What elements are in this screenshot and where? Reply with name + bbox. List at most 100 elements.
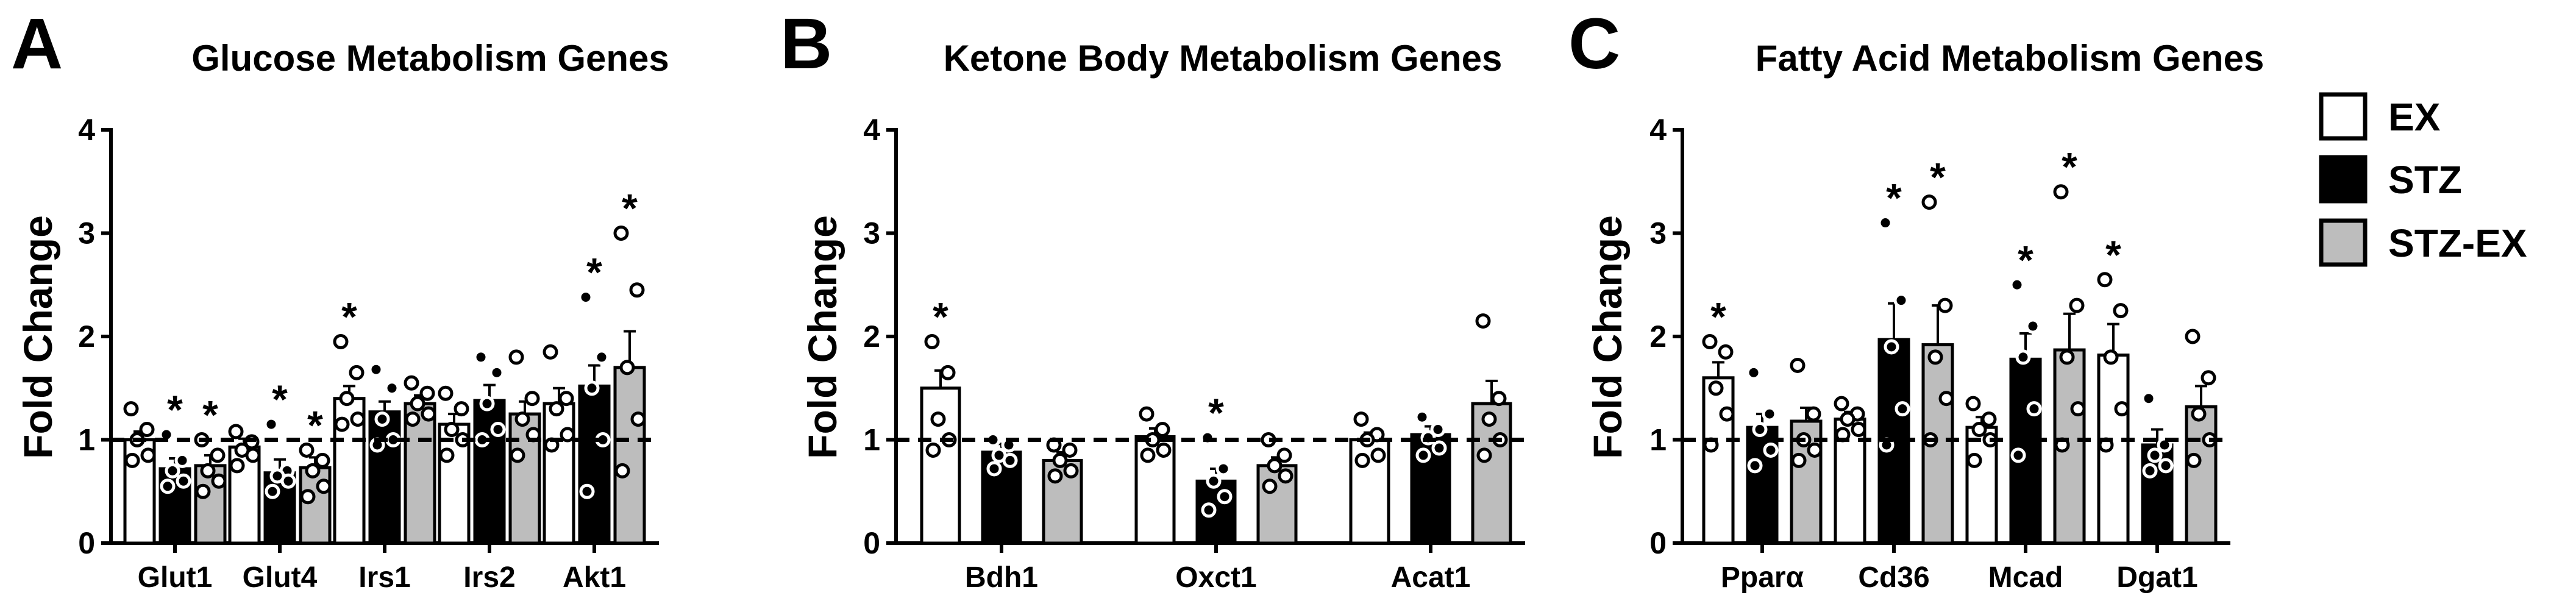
data-point bbox=[1762, 406, 1777, 422]
data-point bbox=[316, 479, 332, 494]
data-point bbox=[2103, 349, 2119, 365]
data-point bbox=[1893, 293, 1909, 308]
data-point bbox=[1746, 365, 1762, 380]
data-point bbox=[374, 411, 390, 427]
bar bbox=[368, 410, 401, 545]
data-point bbox=[200, 463, 216, 479]
data-point bbox=[1278, 468, 1293, 484]
data-point bbox=[1047, 468, 1063, 484]
panel-b: B Ketone Body Metabolism Genes Fold Chan… bbox=[780, 4, 1525, 594]
data-point bbox=[1708, 380, 1724, 396]
data-point bbox=[421, 406, 436, 422]
data-point bbox=[1937, 297, 1953, 313]
x-tick-label: Bdh1 bbox=[965, 561, 1038, 594]
significance-star: * bbox=[586, 250, 602, 295]
data-point bbox=[1002, 452, 1018, 468]
data-point bbox=[2147, 447, 2163, 463]
data-point bbox=[1206, 473, 1222, 489]
data-point bbox=[2141, 391, 2157, 407]
data-point bbox=[1702, 333, 1718, 349]
data-point bbox=[439, 447, 455, 463]
data-point bbox=[195, 483, 211, 499]
data-point bbox=[1063, 463, 1079, 479]
data-point bbox=[405, 411, 421, 427]
data-point bbox=[986, 461, 1002, 477]
data-point bbox=[629, 282, 645, 298]
y-tick-label: 0 bbox=[863, 526, 880, 560]
legend-swatch-stz bbox=[2319, 155, 2368, 204]
data-point bbox=[1491, 391, 1507, 407]
data-point bbox=[1481, 411, 1497, 427]
data-point bbox=[1155, 422, 1170, 438]
bar bbox=[543, 402, 575, 545]
data-point bbox=[613, 226, 629, 241]
x-tick-label: Oxct1 bbox=[1175, 561, 1256, 594]
data-point bbox=[265, 483, 280, 499]
x-tick-label: Irs1 bbox=[358, 561, 410, 594]
bar bbox=[613, 366, 646, 545]
data-point bbox=[584, 380, 600, 396]
y-tick-label: 1 bbox=[1649, 423, 1667, 457]
bar bbox=[1471, 402, 1512, 545]
data-point bbox=[1431, 440, 1447, 456]
data-point bbox=[419, 385, 435, 401]
data-point bbox=[176, 473, 191, 489]
data-point bbox=[2186, 452, 2202, 468]
y-tick-label: 3 bbox=[863, 216, 880, 251]
panel-a: A Glucose Metabolism Genes Fold Change 0… bbox=[11, 4, 669, 594]
data-point bbox=[211, 473, 227, 489]
data-point bbox=[444, 422, 460, 438]
data-point bbox=[1791, 452, 1807, 468]
x-tick-label: Mcad bbox=[1988, 561, 2063, 594]
data-point bbox=[1971, 422, 1987, 438]
y-tick-label: 2 bbox=[78, 319, 95, 354]
data-point bbox=[510, 447, 525, 463]
significance-star: * bbox=[2105, 232, 2121, 277]
data-point bbox=[1353, 411, 1369, 427]
data-point bbox=[2097, 272, 2113, 288]
data-point bbox=[1215, 461, 1231, 477]
data-point bbox=[1267, 458, 1283, 474]
bar bbox=[578, 384, 611, 545]
data-point bbox=[368, 361, 384, 377]
data-point bbox=[2069, 297, 2085, 313]
data-point bbox=[489, 365, 505, 380]
data-point bbox=[438, 385, 454, 401]
x-tick-label: Akt1 bbox=[563, 561, 626, 594]
data-point bbox=[1719, 406, 1735, 422]
data-point bbox=[1884, 339, 1899, 355]
y-axis-label-a: Fold Change bbox=[15, 215, 60, 459]
bar bbox=[2185, 405, 2218, 545]
legend-label-ex: EX bbox=[2388, 95, 2441, 139]
data-point bbox=[454, 401, 469, 417]
significance-star: * bbox=[272, 377, 288, 422]
x-tick-label: Glut4 bbox=[243, 561, 318, 594]
data-point bbox=[940, 365, 956, 380]
data-point bbox=[1062, 442, 1078, 458]
data-point bbox=[930, 411, 946, 427]
data-point bbox=[349, 365, 365, 380]
data-point bbox=[245, 447, 261, 463]
bar bbox=[1702, 376, 1735, 545]
data-point bbox=[508, 349, 524, 365]
legend-label-stz-ex: STZ-EX bbox=[2388, 221, 2527, 265]
panel-title-b: Ketone Body Metabolism Genes bbox=[944, 38, 1503, 79]
data-point bbox=[549, 401, 564, 417]
data-point bbox=[1430, 422, 1446, 438]
data-point bbox=[2142, 463, 2158, 479]
data-point bbox=[1262, 479, 1278, 494]
x-tick-label: Glut1 bbox=[138, 561, 213, 594]
legend-swatch-ex bbox=[2319, 92, 2368, 141]
data-point bbox=[473, 349, 489, 365]
data-point bbox=[1156, 442, 1172, 458]
data-point bbox=[2185, 329, 2201, 344]
data-point bbox=[315, 452, 330, 468]
y-tick-label: 4 bbox=[78, 113, 95, 147]
data-point bbox=[339, 391, 355, 407]
data-point bbox=[228, 424, 244, 439]
data-point bbox=[524, 391, 540, 407]
legend-swatch-stz-ex bbox=[2319, 218, 2368, 267]
data-point bbox=[2009, 277, 2025, 293]
significance-star: * bbox=[167, 387, 183, 432]
